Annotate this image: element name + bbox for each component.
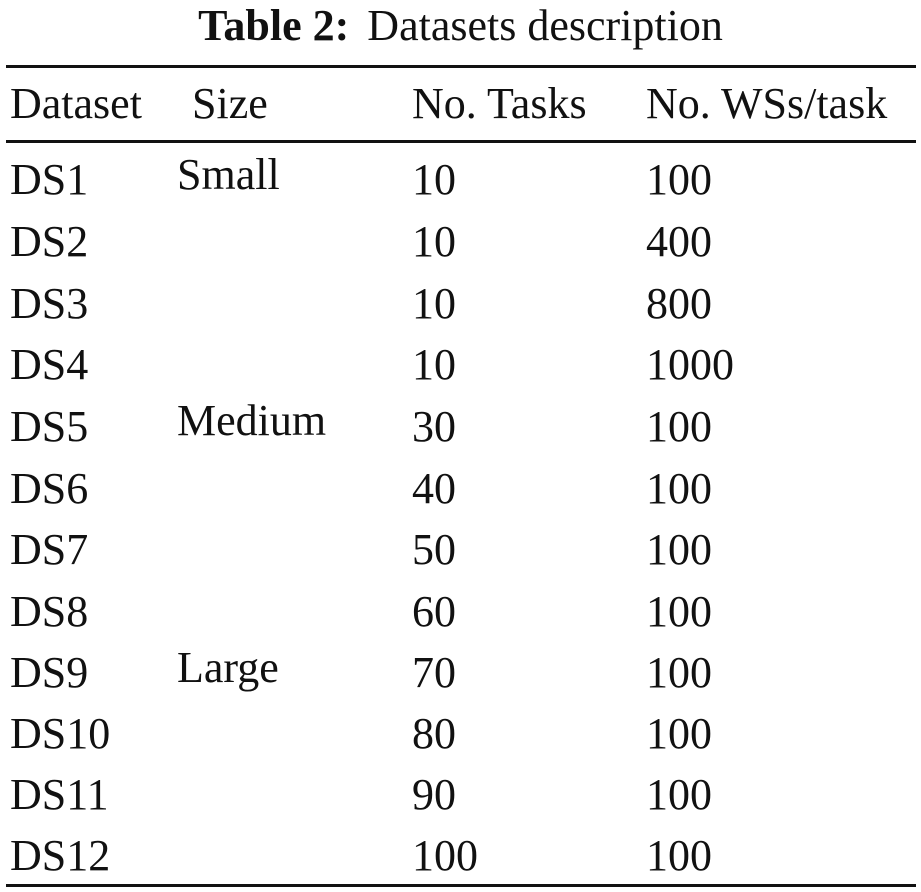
cell-ws: 100 bbox=[646, 648, 712, 697]
cell-tasks: 100 bbox=[412, 831, 478, 880]
header-size: Size bbox=[192, 79, 268, 128]
cell-tasks: 90 bbox=[412, 770, 456, 819]
cell-ws: 100 bbox=[646, 770, 712, 819]
cell-ws: 100 bbox=[646, 402, 712, 451]
cell-ws: 1000 bbox=[646, 340, 734, 389]
cell-ws: 100 bbox=[646, 155, 712, 204]
table-bottom-rule bbox=[6, 884, 916, 887]
cell-tasks: 80 bbox=[412, 709, 456, 758]
table-header-rule bbox=[6, 140, 916, 143]
cell-ws: 100 bbox=[646, 831, 712, 880]
table-caption: Table 2: Datasets description bbox=[0, 2, 921, 50]
cell-dataset: DS8 bbox=[10, 587, 89, 636]
caption-text: Datasets description bbox=[367, 1, 723, 50]
cell-tasks: 10 bbox=[412, 217, 456, 266]
header-ws-per-task: No. WSs/task bbox=[646, 79, 888, 128]
cell-ws: 400 bbox=[646, 217, 712, 266]
cell-tasks: 30 bbox=[412, 402, 456, 451]
header-dataset: Dataset bbox=[10, 79, 142, 128]
cell-dataset: DS2 bbox=[10, 217, 89, 266]
cell-tasks: 70 bbox=[412, 648, 456, 697]
cell-size: Medium bbox=[177, 396, 327, 445]
cell-dataset: DS9 bbox=[10, 648, 89, 697]
cell-tasks: 40 bbox=[412, 464, 456, 513]
cell-dataset: DS3 bbox=[10, 279, 89, 328]
cell-size: Small bbox=[177, 150, 280, 199]
cell-tasks: 10 bbox=[412, 340, 456, 389]
cell-ws: 100 bbox=[646, 709, 712, 758]
cell-dataset: DS10 bbox=[10, 709, 111, 758]
cell-dataset: DS5 bbox=[10, 402, 89, 451]
cell-dataset: DS12 bbox=[10, 831, 111, 880]
cell-tasks: 50 bbox=[412, 525, 456, 574]
cell-ws: 100 bbox=[646, 464, 712, 513]
cell-tasks: 10 bbox=[412, 279, 456, 328]
cell-tasks: 60 bbox=[412, 587, 456, 636]
cell-ws: 100 bbox=[646, 587, 712, 636]
cell-dataset: DS6 bbox=[10, 464, 89, 513]
table-top-rule bbox=[6, 65, 916, 68]
cell-tasks: 10 bbox=[412, 155, 456, 204]
cell-size: Large bbox=[177, 643, 279, 692]
cell-dataset: DS4 bbox=[10, 340, 89, 389]
cell-dataset: DS7 bbox=[10, 525, 89, 574]
header-tasks: No. Tasks bbox=[412, 79, 587, 128]
cell-ws: 100 bbox=[646, 525, 712, 574]
cell-dataset: DS11 bbox=[10, 770, 109, 819]
caption-label: Table 2: bbox=[198, 1, 350, 50]
cell-dataset: DS1 bbox=[10, 155, 89, 204]
cell-ws: 800 bbox=[646, 279, 712, 328]
